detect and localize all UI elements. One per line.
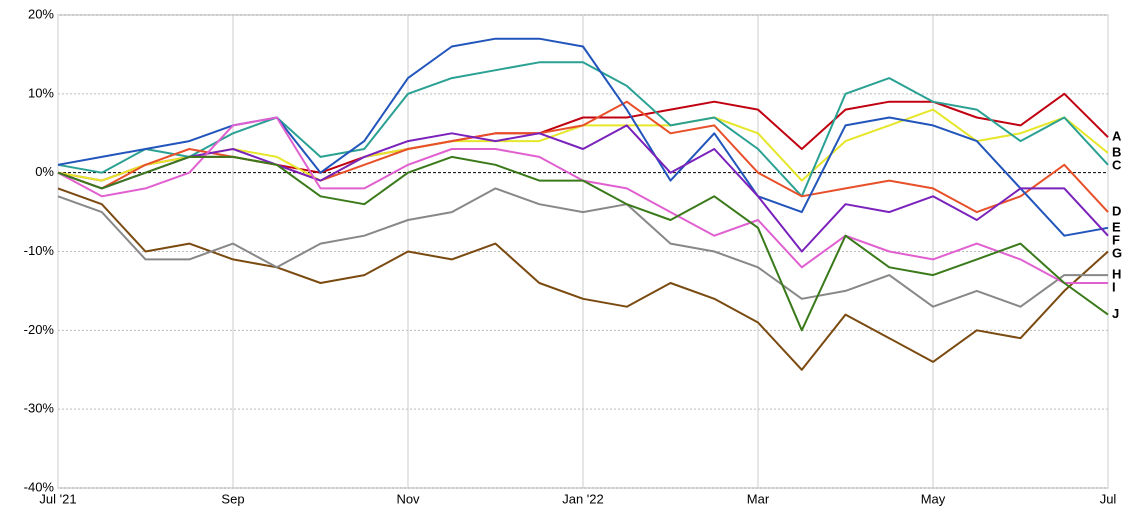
y-tick-label: 20% [28, 6, 54, 21]
x-tick-label: Mar [747, 491, 770, 506]
series-line [57, 155, 1109, 332]
series-label: H [1112, 267, 1121, 282]
y-tick-label: -20% [24, 322, 55, 337]
x-tick-label: Nov [396, 491, 420, 506]
series-label: C [1112, 157, 1122, 172]
series-label: E [1112, 219, 1121, 234]
x-tick-label: Jul '21 [39, 491, 76, 506]
series-label: B [1112, 144, 1121, 159]
series-label: F [1112, 232, 1120, 247]
series-label: G [1112, 245, 1122, 260]
series-line [57, 124, 1109, 253]
series-line [57, 187, 1109, 371]
series-line [57, 61, 1109, 198]
x-tick-label: May [921, 491, 946, 506]
y-tick-label: -40% [24, 479, 55, 494]
series-label: I [1112, 280, 1116, 295]
y-tick-label: 0% [35, 164, 54, 179]
y-tick-label: -10% [24, 243, 55, 258]
series-label: D [1112, 204, 1121, 219]
x-tick-label: Sep [221, 491, 244, 506]
y-tick-label: 10% [28, 85, 54, 100]
x-tick-label: Jan '22 [562, 491, 604, 506]
series-line [57, 187, 1108, 308]
x-tick-label: Jul [1100, 491, 1117, 506]
series-label: A [1112, 129, 1122, 144]
y-tick-label: -30% [24, 401, 55, 416]
series-label: J [1112, 306, 1119, 321]
